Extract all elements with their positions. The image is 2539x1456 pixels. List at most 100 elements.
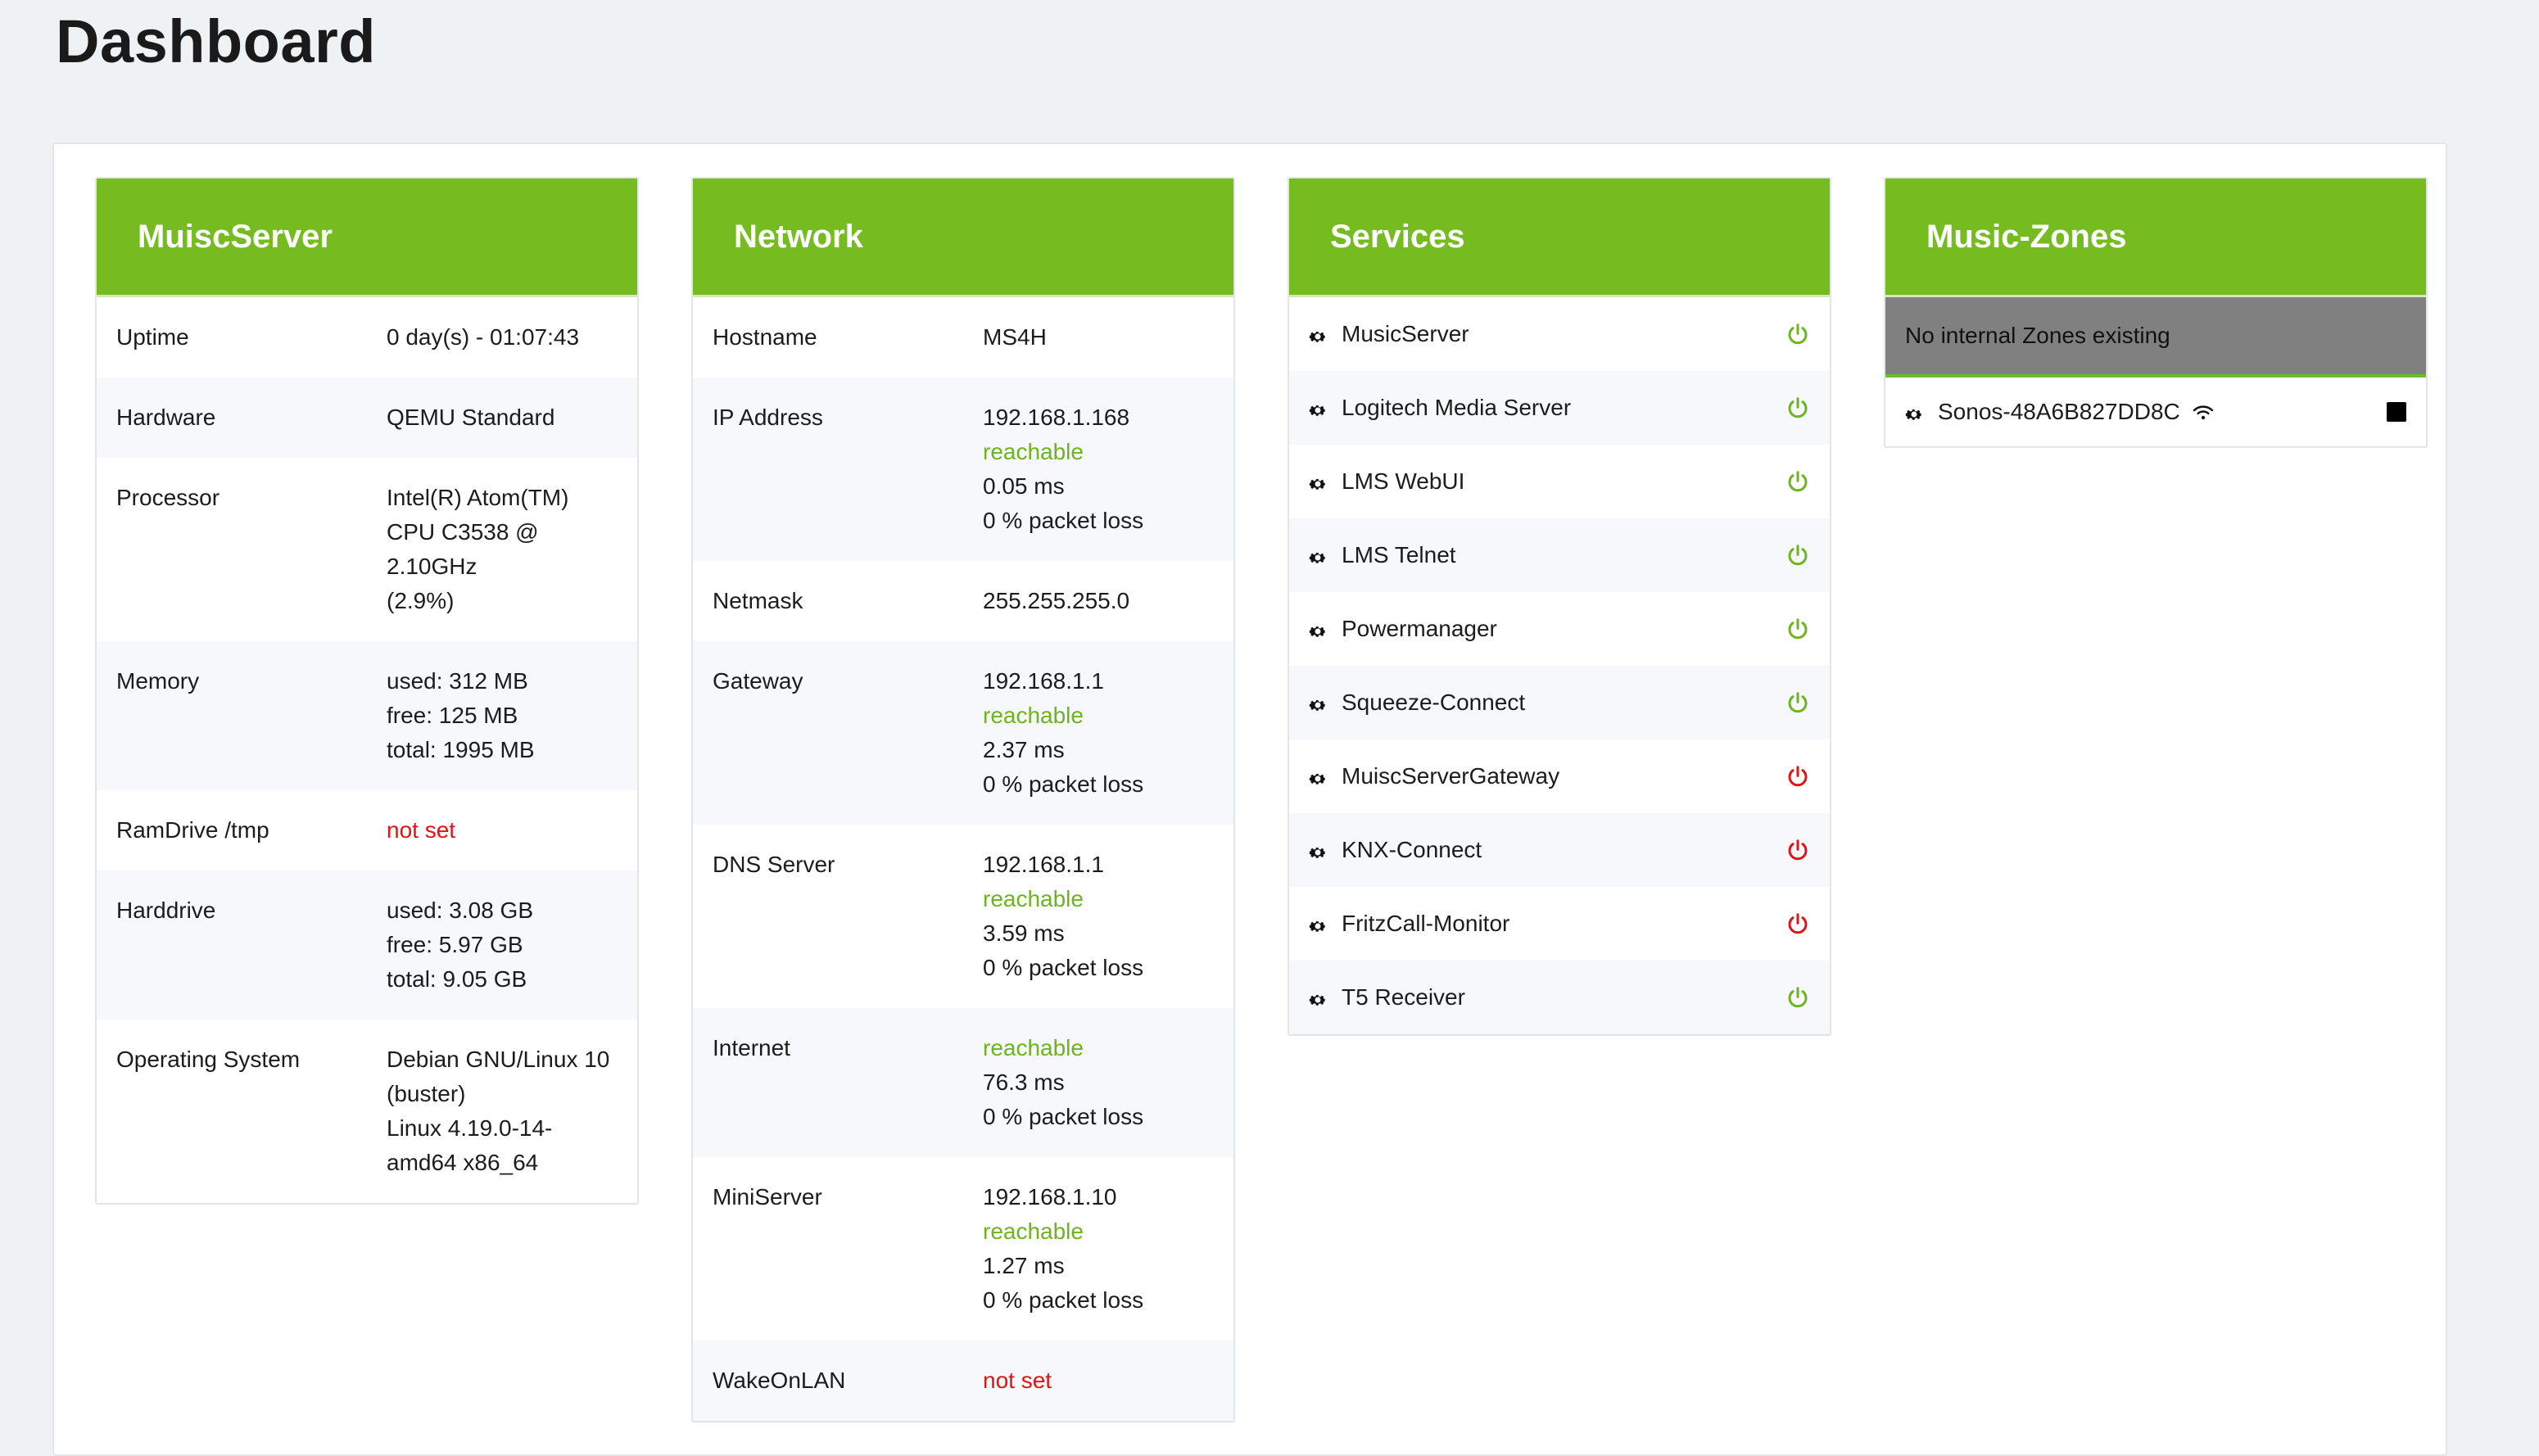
info-value: reachable 76.3 ms 0 % packet loss — [983, 1031, 1214, 1134]
info-value: not set — [983, 1363, 1214, 1398]
value-line: QEMU Standard — [387, 405, 555, 430]
gear-icon[interactable] — [1309, 841, 1327, 859]
server-info-list: Uptime 0 day(s) - 01:07:43 Hardware QEMU St… — [97, 297, 637, 1203]
services-list: MusicServer Logitech Media Server LMS WebU… — [1289, 297, 1830, 1034]
service-name: KNX-Connect — [1342, 837, 1482, 862]
status-reachable: reachable — [983, 439, 1084, 464]
info-value: QEMU Standard — [387, 400, 618, 435]
info-label: Processor — [116, 485, 220, 510]
value-line: 3.59 ms — [983, 920, 1065, 946]
value-line: CPU C3538 @ — [387, 519, 539, 545]
info-row: Gateway 192.168.1.1 reachable 2.37 ms 0 % pa… — [693, 641, 1233, 825]
service-name: T5 Receiver — [1342, 984, 1465, 1010]
info-row: DNS Server 192.168.1.1 reachable 3.59 ms 0 %… — [693, 825, 1233, 1008]
info-value: Debian GNU/Linux 10 (buster) Linux 4.19.0-… — [387, 1042, 618, 1180]
service-row: LMS Telnet — [1289, 518, 1830, 592]
status-reachable: reachable — [983, 886, 1084, 911]
info-row: Hardware QEMU Standard — [97, 378, 637, 458]
info-label: MiniServer — [713, 1184, 822, 1210]
gear-icon[interactable] — [1309, 767, 1327, 785]
info-label: WakeOnLAN — [713, 1368, 846, 1393]
power-icon[interactable] — [1785, 985, 1810, 1010]
value-line: used: 312 MB — [387, 668, 528, 694]
info-label: Harddrive — [116, 898, 216, 923]
info-value: 192.168.1.1 reachable 3.59 ms 0 % packet lo… — [983, 848, 1214, 985]
status-reachable: reachable — [983, 703, 1084, 728]
network-info-list: Hostname MS4H IP Address 192.168.1.168 reach… — [693, 297, 1233, 1421]
service-name: Powermanager — [1342, 616, 1497, 641]
info-label: Hostname — [713, 324, 817, 350]
zone-row: Sonos-48A6B827DD8C — [1885, 378, 2426, 446]
card-services: Services MusicServer Logitech Media Serve… — [1288, 177, 1831, 1036]
power-icon[interactable] — [1785, 911, 1810, 936]
info-value: used: 312 MB free: 125 MB total: 1995 MB — [387, 664, 618, 767]
value-line: 1.27 ms — [983, 1253, 1065, 1278]
zone-name: Sonos-48A6B827DD8C — [1938, 399, 2180, 424]
service-name: LMS Telnet — [1342, 542, 1456, 567]
value-line: total: 1995 MB — [387, 737, 535, 762]
gear-icon[interactable] — [1309, 915, 1327, 933]
info-row: Netmask 255.255.255.0 — [693, 561, 1233, 641]
info-label: Gateway — [713, 668, 803, 694]
power-icon[interactable] — [1785, 764, 1810, 789]
gear-icon[interactable] — [1309, 399, 1327, 417]
info-label: Operating System — [116, 1047, 301, 1072]
service-row: MuiscServerGateway — [1289, 739, 1830, 813]
gear-icon[interactable] — [1309, 546, 1327, 564]
service-name: Logitech Media Server — [1342, 395, 1572, 420]
info-label: DNS Server — [713, 852, 835, 877]
value-line: 192.168.1.1 — [983, 852, 1104, 877]
info-label: IP Address — [713, 405, 823, 430]
value-line: 0 % packet loss — [983, 955, 1144, 980]
status-reachable: reachable — [983, 1035, 1084, 1060]
info-label: Internet — [713, 1035, 790, 1060]
card-header: Services — [1289, 179, 1830, 297]
value-line: 2.10GHz — [387, 554, 477, 579]
gear-icon[interactable] — [1309, 988, 1327, 1006]
value-line: total: 9.05 GB — [387, 966, 527, 992]
info-row: MiniServer 192.168.1.10 reachable 1.27 ms 0 … — [693, 1157, 1233, 1341]
power-icon[interactable] — [1785, 396, 1810, 420]
info-row: RamDrive /tmp not set — [97, 790, 637, 870]
info-row: IP Address 192.168.1.168 reachable 0.05 ms 0… — [693, 378, 1233, 561]
value-line: 2.37 ms — [983, 737, 1065, 762]
info-row: Uptime 0 day(s) - 01:07:43 — [97, 297, 637, 378]
gear-icon[interactable] — [1309, 620, 1327, 638]
page-title: Dashboard — [56, 7, 377, 75]
power-icon[interactable] — [1785, 617, 1810, 641]
info-value: used: 3.08 GB free: 5.97 GB total: 9.05 GB — [387, 893, 618, 997]
card-header: Music-Zones — [1885, 179, 2426, 297]
power-icon[interactable] — [1785, 469, 1810, 494]
power-icon[interactable] — [1785, 838, 1810, 862]
dashboard-panel: MuiscServer Uptime 0 day(s) - 01:07:43 Har… — [52, 142, 2447, 1456]
gear-icon[interactable] — [1309, 473, 1327, 491]
service-name: MusicServer — [1342, 321, 1469, 346]
card-musicserver: MuiscServer Uptime 0 day(s) - 01:07:43 Har… — [95, 177, 639, 1205]
gear-icon[interactable] — [1309, 325, 1327, 343]
power-icon[interactable] — [1785, 690, 1810, 715]
gear-icon[interactable] — [1905, 403, 1923, 421]
service-row: Logitech Media Server — [1289, 371, 1830, 445]
stop-icon[interactable] — [2387, 402, 2406, 422]
value-line: free: 125 MB — [387, 703, 518, 728]
info-label: Memory — [116, 668, 200, 694]
value-line: 255.255.255.0 — [983, 588, 1130, 613]
power-icon[interactable] — [1785, 543, 1810, 567]
service-name: LMS WebUI — [1342, 468, 1465, 494]
power-icon[interactable] — [1785, 322, 1810, 346]
info-value: 192.168.1.1 reachable 2.37 ms 0 % packet lo… — [983, 664, 1214, 802]
value-line: Intel(R) Atom(TM) — [387, 485, 569, 510]
info-label: Netmask — [713, 588, 803, 613]
value-line: 192.168.1.10 — [983, 1184, 1117, 1210]
service-name: FritzCall-Monitor — [1342, 911, 1510, 936]
gear-icon[interactable] — [1309, 694, 1327, 712]
value-line: 0 % packet loss — [983, 1287, 1144, 1313]
service-row: Squeeze-Connect — [1289, 666, 1830, 739]
info-label: Uptime — [116, 324, 189, 350]
zones-list: Sonos-48A6B827DD8C — [1885, 378, 2426, 446]
value-line: 192.168.1.168 — [983, 405, 1130, 430]
service-name: Squeeze-Connect — [1342, 690, 1526, 715]
service-row: KNX-Connect — [1289, 813, 1830, 887]
value-line: 0 day(s) - 01:07:43 — [387, 324, 580, 350]
info-row: Harddrive used: 3.08 GB free: 5.97 GB total… — [97, 870, 637, 1020]
